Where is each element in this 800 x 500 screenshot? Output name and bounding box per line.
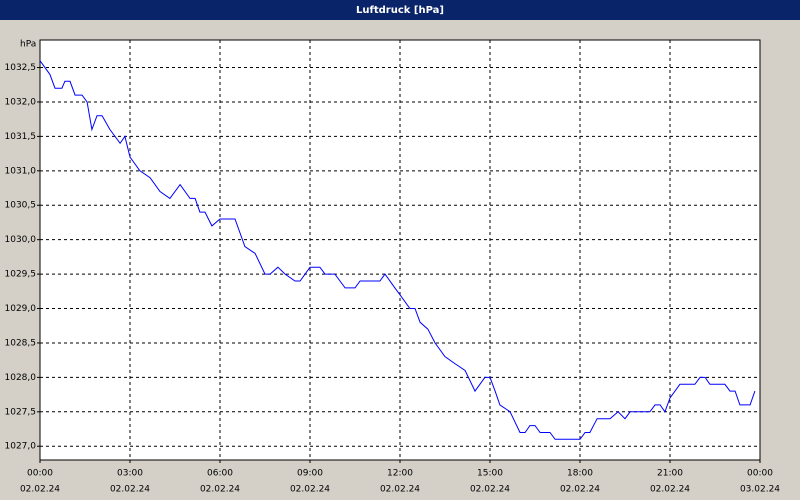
x-tick-label: 02.02.24 <box>110 485 150 495</box>
x-tick-label: 02.02.24 <box>470 485 510 495</box>
data-line <box>39 60 756 440</box>
x-tick-label: 21:00 <box>657 469 683 479</box>
y-tick-label: 1030,5 <box>5 201 37 211</box>
x-tick-label: 02.02.24 <box>200 485 240 495</box>
x-tick-label: 03:00 <box>117 469 143 479</box>
y-tick-label: 1029,0 <box>5 304 37 314</box>
x-tick-label: 09:00 <box>297 469 323 479</box>
x-tick-label: 12:00 <box>387 469 413 479</box>
y-tick-label: 1032,0 <box>5 97 37 107</box>
x-tick-label: 15:00 <box>477 469 503 479</box>
y-tick-label: 1032,5 <box>5 63 37 73</box>
y-tick-label: 1031,0 <box>5 166 37 176</box>
x-tick-label: 02.02.24 <box>380 485 420 495</box>
x-tick-label: 02.02.24 <box>650 485 690 495</box>
x-tick-label: 02.02.24 <box>560 485 600 495</box>
x-tick-label: 00:00 <box>747 469 773 479</box>
y-tick-label: 1027,0 <box>5 442 37 452</box>
x-tick-label: 02.02.24 <box>290 485 330 495</box>
x-tick-label: 06:00 <box>207 469 233 479</box>
x-tick-label: 03.02.24 <box>740 485 780 495</box>
x-tick-label: 02.02.24 <box>20 485 60 495</box>
y-axis-label: hPa <box>20 40 36 50</box>
grid <box>39 40 761 460</box>
y-tick-label: 1028,0 <box>5 373 37 383</box>
y-tick-label: 1031,5 <box>5 132 37 142</box>
title-bar <box>0 0 800 20</box>
y-tick-label: 1029,5 <box>5 270 37 280</box>
x-tick-label: 00:00 <box>27 469 53 479</box>
y-tick-label: 1028,5 <box>5 338 37 348</box>
chart-title: Luftdruck [hPa] <box>356 5 444 16</box>
y-tick-label: 1027,5 <box>5 407 37 417</box>
x-tick-label: 18:00 <box>567 469 593 479</box>
y-tick-label: 1030,0 <box>5 235 37 245</box>
